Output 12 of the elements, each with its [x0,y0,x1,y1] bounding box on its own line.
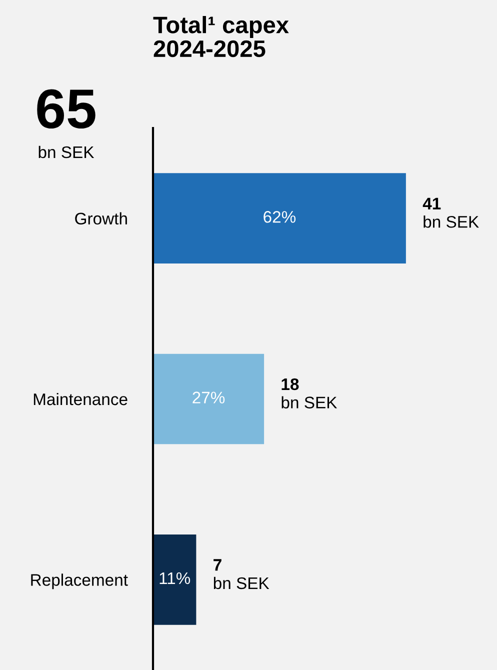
chart-title: Total¹ capex 2024-2025 [153,16,289,58]
annotation: 27% [192,392,225,404]
y-tick-label: Maintenance [34,392,128,406]
data-label: 41 bn SEK [422,198,479,228]
y-tick-label: Growth [75,212,127,225]
annotation: 11% [160,572,190,584]
annotation: 62% [264,211,296,223]
text: 65 [37,89,96,129]
data-label: 7 bn SEK [214,559,270,590]
y-tick-label: Replacement [31,574,128,590]
data-label: 18 bn SEK [282,378,338,408]
text: bn SEK [38,146,94,158]
